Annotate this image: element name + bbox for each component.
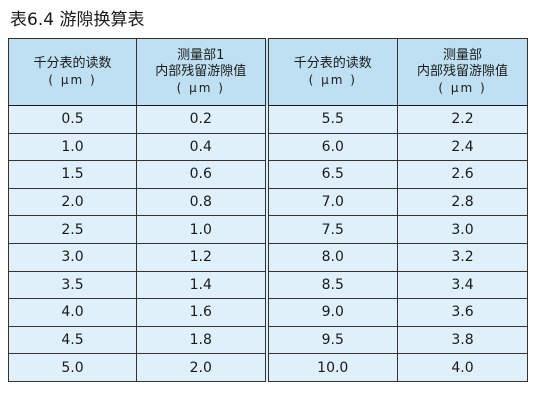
clearance-conversion-table: 千分表的读数 ( μm ) 测量部1 内部残留游隙值 ( μm ) 千分表的读数… (8, 38, 528, 382)
table-cell: 0.6 (136, 160, 267, 189)
table-cell: 6.5 (264, 160, 398, 189)
table-cell: 0.4 (136, 132, 267, 162)
table-cell: 8.5 (264, 270, 398, 300)
header-residual-clearance-2: 测量部 内部残留游隙值 ( μm ) (397, 38, 528, 106)
header-label: 测量部1 (177, 48, 225, 63)
header-label-line2: 内部残留游隙值 (416, 64, 508, 79)
table-cell: 1.0 (136, 215, 267, 244)
table-cell: 0.8 (136, 187, 267, 217)
table-title: 表6.4 游隙换算表 (10, 10, 145, 30)
header-label: 测量部 (442, 48, 482, 63)
table-cell: 2.0 (8, 187, 137, 217)
table-cell: 9.5 (264, 325, 398, 355)
table-cell: 5.0 (8, 353, 137, 382)
header-unit: ( μm ) (308, 73, 357, 87)
header-residual-clearance-1: 测量部1 内部残留游隙值 ( μm ) (136, 38, 267, 106)
header-label-line2: 内部残留游隙值 (155, 64, 247, 79)
table-cell: 8.0 (264, 242, 398, 272)
table-row: 2.5 1.0 7.5 3.0 (8, 215, 528, 244)
table-cell: 2.8 (397, 187, 528, 217)
table-cell: 2.6 (397, 160, 528, 189)
table-cell: 2.0 (136, 353, 267, 382)
table-cell: 2.4 (397, 132, 528, 162)
table-cell: 0.5 (8, 105, 137, 134)
table-cell: 1.6 (136, 298, 267, 327)
table-cell: 3.5 (8, 270, 137, 300)
header-dial-reading-2: 千分表的读数 ( μm ) (264, 38, 398, 106)
table-cell: 3.8 (397, 325, 528, 355)
table-cell: 1.5 (8, 160, 137, 189)
header-unit: ( μm ) (176, 81, 225, 95)
table-cell: 4.0 (397, 353, 528, 382)
table-cell: 3.2 (397, 242, 528, 272)
header-dial-reading-1: 千分表的读数 ( μm ) (8, 38, 137, 106)
table-cell: 1.8 (136, 325, 267, 355)
table-cell: 7.5 (264, 215, 398, 244)
table-row: 3.5 1.4 8.5 3.4 (8, 270, 528, 300)
table-cell: 9.0 (264, 298, 398, 327)
header-row: 千分表的读数 ( μm ) 测量部1 内部残留游隙值 ( μm ) 千分表的读数… (8, 38, 528, 106)
table-row: 4.0 1.6 9.0 3.6 (8, 298, 528, 327)
table-cell: 5.5 (264, 105, 398, 134)
header-unit: ( μm ) (48, 73, 97, 87)
table-row: 1.5 0.6 6.5 2.6 (8, 160, 528, 189)
table-cell: 7.0 (264, 187, 398, 217)
table-row: 3.0 1.2 8.0 3.2 (8, 242, 528, 272)
clearance-table-container: 千分表的读数 ( μm ) 测量部1 内部残留游隙值 ( μm ) 千分表的读数… (8, 38, 528, 382)
table-cell: 2.5 (8, 215, 137, 244)
table-cell: 3.4 (397, 270, 528, 300)
header-unit: ( μm ) (438, 81, 487, 95)
table-cell: 10.0 (264, 353, 398, 382)
table-cell: 2.2 (397, 105, 528, 134)
table-cell: 4.0 (8, 298, 137, 327)
table-cell: 1.2 (136, 242, 267, 272)
table-row: 5.0 2.0 10.0 4.0 (8, 353, 528, 382)
table-cell: 3.0 (397, 215, 528, 244)
table-cell: 1.0 (8, 132, 137, 162)
header-label: 千分表的读数 (293, 56, 372, 71)
table-row: 0.5 0.2 5.5 2.2 (8, 105, 528, 134)
table-cell: 3.6 (397, 298, 528, 327)
table-cell: 0.2 (136, 105, 267, 134)
table-cell: 6.0 (264, 132, 398, 162)
table-row: 2.0 0.8 7.0 2.8 (8, 187, 528, 217)
table-cell: 4.5 (8, 325, 137, 355)
table-cell: 3.0 (8, 242, 137, 272)
header-label: 千分表的读数 (33, 56, 112, 71)
table-cell: 1.4 (136, 270, 267, 300)
table-row: 1.0 0.4 6.0 2.4 (8, 132, 528, 162)
table-row: 4.5 1.8 9.5 3.8 (8, 325, 528, 355)
